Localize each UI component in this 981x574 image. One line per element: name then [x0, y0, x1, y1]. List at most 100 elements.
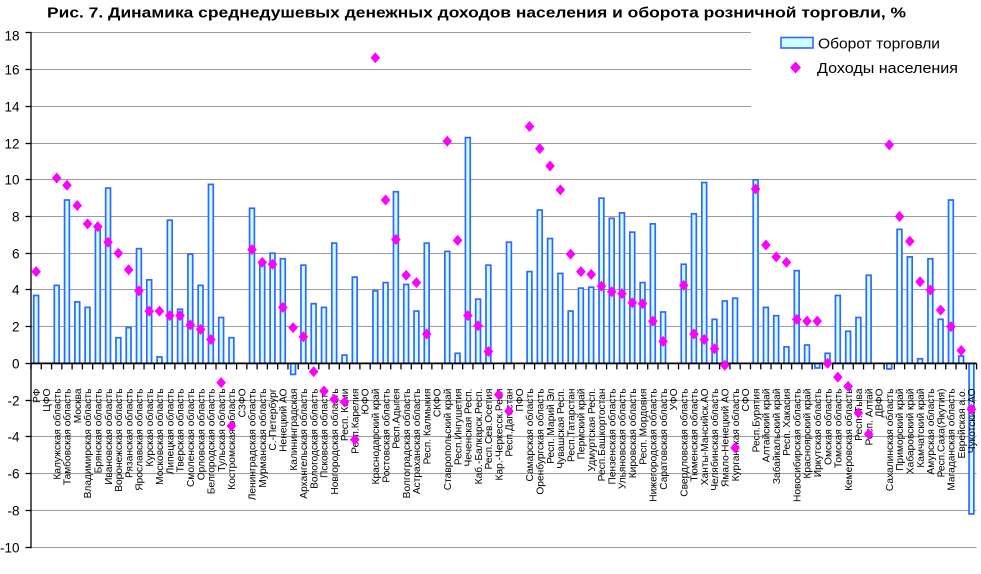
svg-text:Респ. Марий Эл: Респ. Марий Эл [546, 388, 557, 463]
svg-text:Владимирская область: Владимирская область [82, 389, 94, 499]
svg-text:Калининградская: Калининградская [289, 389, 300, 471]
svg-text:Кировская область: Кировская область [627, 389, 639, 479]
svg-text:Респ.Сев.Осетия: Респ.Сев.Осетия [484, 389, 495, 470]
svg-text:Орловская область: Орловская область [195, 389, 207, 481]
svg-text:Самарская область: Самарская область [524, 389, 536, 482]
svg-text:Респ.Бурятия: Респ.Бурятия [751, 389, 762, 453]
svg-text:УФО: УФО [669, 388, 680, 410]
svg-text:Респ.Ингушетия: Респ.Ингушетия [453, 389, 464, 466]
svg-text:Оренбургская область: Оренбургская область [534, 389, 546, 495]
svg-text:Свердловская область: Свердловская область [678, 389, 690, 497]
svg-text:Забайкальский край: Забайкальский край [771, 389, 783, 485]
svg-text:Амурская область: Амурская область [925, 389, 937, 475]
svg-text:-4: -4 [7, 429, 19, 444]
svg-text:Архангельская область: Архангельская область [298, 389, 310, 499]
svg-text:Ямало-Ненецкий АО: Ямало-Ненецкий АО [720, 388, 731, 487]
svg-text:Белгородская область: Белгородская область [206, 389, 218, 495]
svg-text:Тверская область: Тверская область [175, 389, 187, 473]
svg-text:Московская область: Московская область [154, 389, 166, 485]
svg-text:Ярославская область: Ярославская область [134, 389, 146, 491]
svg-text:Ростовская область: Ростовская область [380, 389, 392, 483]
svg-text:Чукотский АО: Чукотский АО [967, 388, 978, 453]
svg-text:Респ. Коми: Респ. Коми [340, 389, 351, 442]
svg-text:Респ. Алтай: Респ. Алтай [864, 389, 875, 446]
svg-text:Каб.-Балкарск.Респ.: Каб.-Балкарск.Респ. [473, 389, 485, 485]
svg-text:Доходы населения: Доходы населения [817, 60, 958, 77]
svg-text:Псковская область: Псковская область [319, 389, 331, 478]
svg-text:СЗФО: СЗФО [237, 388, 248, 417]
svg-text:Чеченская Респ.: Чеченская Респ. [464, 389, 475, 467]
svg-text:Рис. 7. Динамика среднедушевых: Рис. 7. Динамика среднедушевых денежных … [47, 4, 906, 21]
svg-text:Курская область: Курская область [144, 389, 156, 467]
svg-text:2: 2 [12, 319, 20, 334]
svg-text:Мурманская область: Мурманская область [257, 389, 269, 488]
svg-text:РФ: РФ [32, 388, 43, 403]
svg-text:Респ.Карелия: Респ.Карелия [350, 389, 361, 454]
svg-text:Респ. Калмыкия: Респ. Калмыкия [422, 389, 433, 465]
svg-text:Тульская область: Тульская область [216, 389, 228, 472]
svg-text:Тюменская область: Тюменская область [689, 389, 701, 482]
svg-text:Смоленская область: Смоленская область [185, 389, 197, 488]
svg-text:12: 12 [4, 136, 19, 151]
svg-text:Респ. Хакасия: Респ. Хакасия [782, 389, 793, 456]
svg-text:Ленинградская область: Ленинградская область [247, 389, 259, 501]
svg-text:С.-Петербург: С.-Петербург [267, 388, 279, 450]
svg-text:Нижегородская область: Нижегородская область [648, 389, 660, 502]
svg-text:18: 18 [4, 29, 19, 44]
svg-text:Респ.Адыгея: Респ.Адыгея [392, 389, 403, 449]
svg-text:Алтайский край: Алтайский край [762, 389, 773, 463]
svg-text:Оборот торговли: Оборот торговли [818, 35, 940, 52]
svg-text:СКФО: СКФО [433, 388, 444, 417]
svg-text:Респ.Дагестан: Респ.Дагестан [505, 389, 516, 457]
svg-text:Красноярский край: Красноярский край [803, 389, 814, 479]
svg-text:Еврейская а.о.: Еврейская а.о. [957, 389, 968, 459]
svg-text:16: 16 [4, 62, 19, 77]
svg-text:ПФО: ПФО [515, 388, 526, 411]
svg-text:Воронежская область: Воронежская область [113, 389, 125, 492]
svg-text:Пермский край: Пермский край [577, 389, 588, 460]
svg-text:6: 6 [12, 246, 20, 261]
svg-text:Приморский край: Приморский край [895, 389, 906, 471]
svg-text:Респ. Мордовия: Респ. Мордовия [638, 389, 649, 465]
svg-text:Саратовская область: Саратовская область [658, 389, 670, 490]
svg-text:-8: -8 [7, 503, 19, 518]
svg-text:Ставропольский край: Ставропольский край [443, 389, 454, 491]
svg-text:Магаданская область: Магаданская область [946, 389, 958, 491]
svg-text:Волгоградская область: Волгоградская область [401, 389, 413, 499]
svg-text:8: 8 [12, 209, 20, 224]
svg-text:Сахалинская область: Сахалинская область [884, 389, 896, 492]
svg-text:Новгородская область: Новгородская область [329, 389, 341, 495]
svg-text:Респ.Саха(Якутия): Респ.Саха(Якутия) [936, 389, 947, 478]
svg-text:Липецкая область: Липецкая область [164, 389, 176, 475]
svg-text:10: 10 [4, 172, 19, 187]
svg-text:14: 14 [4, 99, 20, 114]
svg-text:Хабаровский край: Хабаровский край [904, 389, 916, 475]
svg-text:СФО: СФО [741, 388, 752, 411]
svg-text:Омская область: Омская область [822, 389, 834, 465]
svg-text:Респ.Башкортостан: Респ.Башкортостан [597, 389, 608, 482]
svg-text:Челябинская область: Челябинская область [709, 389, 721, 491]
svg-text:Краснодарский край: Краснодарский край [371, 389, 382, 485]
svg-text:Новосибирская область: Новосибирская область [791, 389, 803, 502]
svg-text:Костромская область: Костромская область [226, 389, 238, 490]
svg-text:Кемеровская область: Кемеровская область [843, 389, 855, 491]
svg-text:Иркутская область: Иркутская область [812, 389, 824, 478]
svg-text:-10: -10 [0, 540, 20, 555]
svg-text:Вологодская область: Вологодская область [308, 389, 320, 489]
svg-text:Удмуртская Респ.: Удмуртская Респ. [587, 389, 598, 472]
svg-text:Томская область: Томская область [833, 389, 845, 469]
svg-text:Чувашская Респ.: Чувашская Респ. [556, 389, 567, 469]
svg-text:Курганская область: Курганская область [730, 389, 742, 482]
svg-text:Рязанская область: Рязанская область [123, 389, 135, 478]
svg-text:Калужская область: Калужская область [51, 389, 63, 480]
svg-text:Пензенская область: Пензенская область [606, 389, 618, 485]
svg-text:Брянская область: Брянская область [93, 389, 105, 474]
svg-text:Ненецкий АО: Ненецкий АО [279, 388, 290, 451]
svg-text:ЦФО: ЦФО [42, 388, 53, 411]
svg-text:Москва: Москва [73, 388, 84, 423]
svg-text:Ханты-Мансийск.АО: Ханты-Мансийск.АО [700, 388, 711, 485]
svg-text:ДВФО: ДВФО [875, 388, 886, 417]
svg-text:Ульяновская область: Ульяновская область [617, 389, 629, 490]
svg-text:4: 4 [12, 282, 20, 297]
svg-text:ЮФО: ЮФО [361, 388, 372, 414]
